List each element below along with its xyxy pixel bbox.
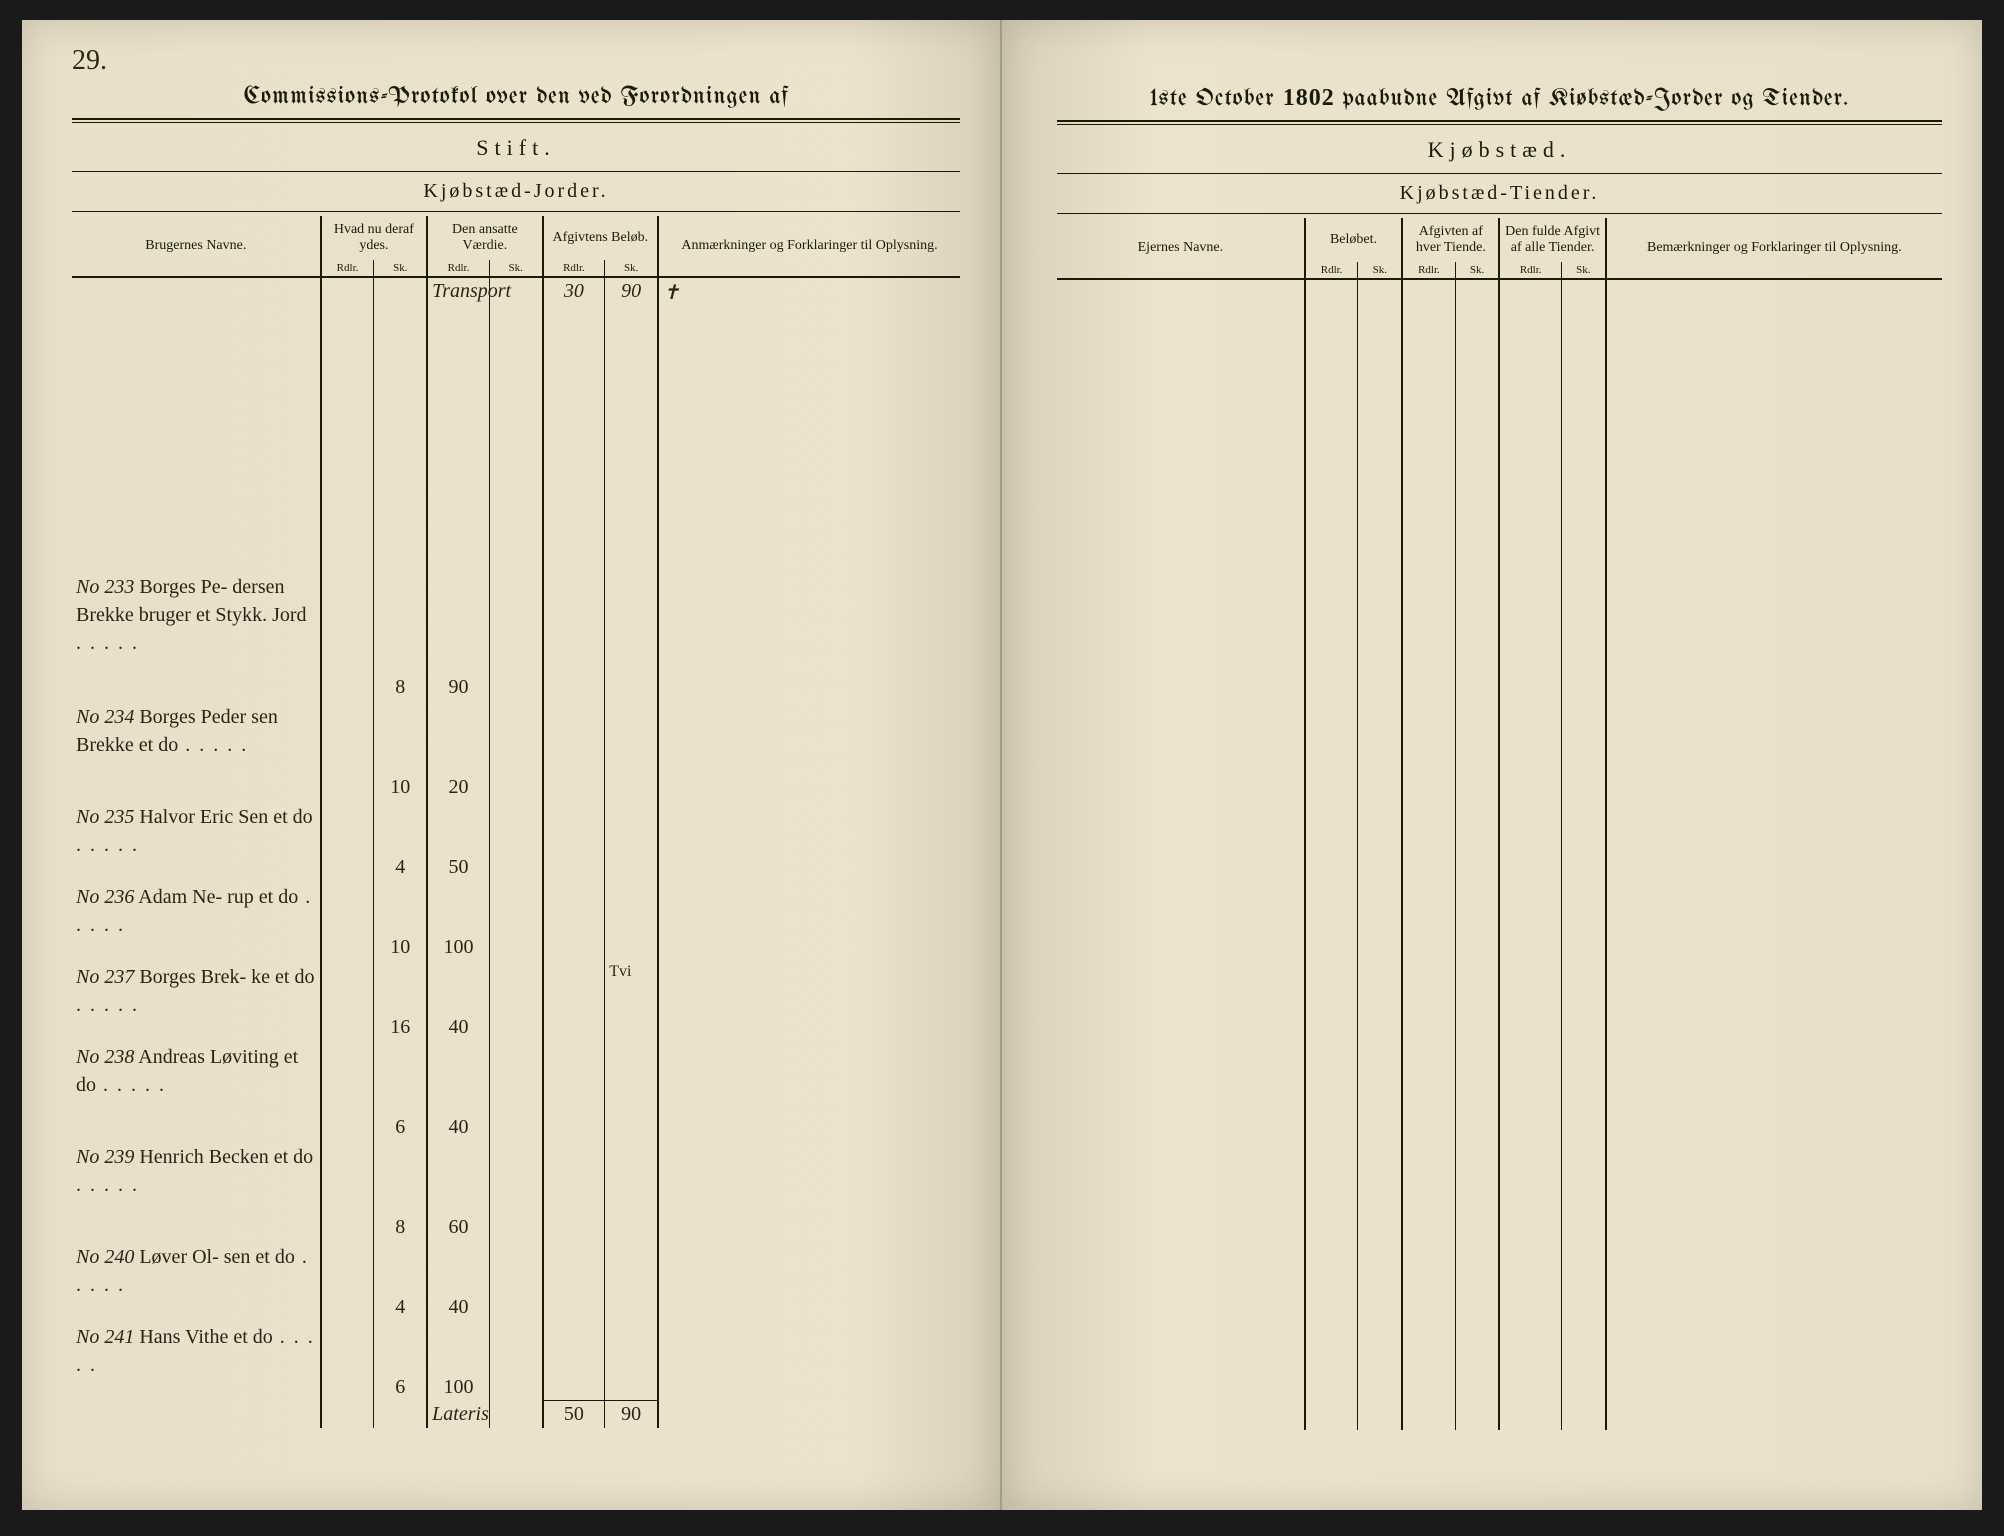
sub-rdlr: Rdlr. xyxy=(1305,262,1358,278)
entry-num: No 233 xyxy=(76,576,134,598)
entry-num: No 240 xyxy=(76,1246,134,1268)
vaerdie-value: 100 xyxy=(427,881,489,961)
ydes-value: 6 xyxy=(374,1321,427,1401)
col-brugernes-navne: Brugernes Navne. xyxy=(72,216,321,276)
sub-sk: Sk. xyxy=(489,260,542,276)
rule xyxy=(1057,173,1942,174)
vaerdie-value: 40 xyxy=(427,1241,489,1321)
right-subsection-title: Kjøbstæd-Tiender. xyxy=(1057,178,1942,209)
table-row: No 233 Borges Pe- dersen Brekke bruger e… xyxy=(72,571,960,701)
sub-sk: Sk. xyxy=(374,260,427,276)
left-page: 29. Commissions-Protokol over den ved Fo… xyxy=(22,20,1002,1510)
vaerdie-value: 90 xyxy=(427,571,489,701)
entry-num: No 241 xyxy=(76,1326,134,1348)
ydes-value: 4 xyxy=(374,801,427,881)
ydes-value: 8 xyxy=(374,571,427,701)
col-ejernes-navne: Ejernes Navne. xyxy=(1057,218,1305,278)
left-subsection-title: Kjøbstæd-Jorder. xyxy=(72,176,960,207)
rule xyxy=(72,118,960,123)
transport-val1: 30 xyxy=(543,278,605,571)
title-post: paabudne Afgivt af Kiøbstæd-Jorder og Ti… xyxy=(1343,87,1849,112)
ydes-value: 10 xyxy=(374,701,427,801)
stift-label: Stift. xyxy=(72,129,960,167)
ydes-value: 4 xyxy=(374,1241,427,1321)
lateris-label: Lateris xyxy=(427,1401,489,1429)
ydes-value: 10 xyxy=(374,881,427,961)
right-body xyxy=(1057,280,1942,1430)
lateris-val1: 50 xyxy=(543,1401,605,1429)
table-row: No 236 Adam Ne- rup et do 10 100 xyxy=(72,881,960,961)
kjobstad-label: Kjøbstæd. xyxy=(1057,131,1942,169)
rule xyxy=(72,171,960,172)
left-page-title: Commissions-Protokol over den ved Forord… xyxy=(72,85,960,110)
entry-num: No 236 xyxy=(76,886,134,908)
sub-rdlr: Rdlr. xyxy=(427,260,489,276)
ydes-value: 8 xyxy=(374,1141,427,1241)
entry-name: Halvor Eric Sen et do xyxy=(139,806,312,828)
vaerdie-value: 100 xyxy=(427,1321,489,1401)
col-vaerdie: Den ansatte Værdie. xyxy=(427,216,542,260)
col-ydes: Hvad nu deraf ydes. xyxy=(321,216,428,260)
book-spread: 29. Commissions-Protokol over den ved Fo… xyxy=(22,20,1982,1510)
vaerdie-value: 20 xyxy=(427,701,489,801)
sub-rdlr: Rdlr. xyxy=(543,260,605,276)
entry-num: No 237 xyxy=(76,966,134,988)
ydes-value: 6 xyxy=(374,1041,427,1141)
vaerdie-value: 60 xyxy=(427,1141,489,1241)
transport-val2: 90 xyxy=(605,278,658,571)
sub-rdlr: Rdlr. xyxy=(321,260,374,276)
vaerdie-value: 40 xyxy=(427,1041,489,1141)
sub-sk: Sk. xyxy=(1455,262,1499,278)
title-pre: 1ste October xyxy=(1150,87,1275,112)
page-number: 29. xyxy=(72,45,107,77)
entry-name: Borges Brek- ke et do xyxy=(139,966,314,988)
transport-label: Transport xyxy=(427,278,489,571)
right-header-table: Ejernes Navne. Beløbet. Afgivten af hver… xyxy=(1057,218,1942,278)
col-afgivten: Afgivten af hver Tiende. xyxy=(1402,218,1499,262)
lateris-row: Lateris 50 90 xyxy=(72,1401,960,1429)
table-row: No 240 Løver Ol- sen et do 4 40 xyxy=(72,1241,960,1321)
col-bemaerkninger: Bemærkninger og Forklaringer til Oplysni… xyxy=(1606,218,1942,278)
entry-name: Løver Ol- sen et do xyxy=(139,1246,295,1268)
entry-num: No 238 xyxy=(76,1046,134,1068)
sub-rdlr: Rdlr. xyxy=(1499,262,1561,278)
right-page-title: 1ste October 1802 paabudne Afgivt af Kiø… xyxy=(1057,85,1942,112)
sub-rdlr: Rdlr. xyxy=(1402,262,1455,278)
rule xyxy=(1057,120,1942,125)
table-row: No 239 Henrich Becken et do 8 60 xyxy=(72,1141,960,1241)
rule xyxy=(72,211,960,212)
table-row: No 234 Borges Peder sen Brekke et do 10 … xyxy=(72,701,960,801)
rule xyxy=(1057,213,1942,214)
table-row: No 241 Hans Vithe et do 6 100 xyxy=(72,1321,960,1401)
transport-row: Transport 30 90 ✝ xyxy=(72,278,960,571)
table-row: No 237 Borges Brek- ke et do 16 40 Tvi xyxy=(72,961,960,1041)
lateris-val2: 90 xyxy=(605,1401,658,1429)
col-belob: Afgivtens Beløb. xyxy=(543,216,658,260)
entry-num: No 239 xyxy=(76,1146,134,1168)
left-body: Transport 30 90 ✝ No 233 Borges Pe- ders… xyxy=(72,278,960,1428)
sub-sk: Sk. xyxy=(605,260,658,276)
left-header-table: Brugernes Navne. Hvad nu deraf ydes. Den… xyxy=(72,216,960,276)
vaerdie-value: 40 xyxy=(427,961,489,1041)
table-row: No 238 Andreas Løviting et do 6 40 xyxy=(72,1041,960,1141)
vaerdie-value: 50 xyxy=(427,801,489,881)
col-fulde-afgivt: Den fulde Afgivt af alle Tiender. xyxy=(1499,218,1605,262)
col-anmaerkninger: Anmærkninger og Forklaringer til Oplysni… xyxy=(658,216,960,276)
entry-name: Hans Vithe et do xyxy=(139,1326,272,1348)
title-year: 1802 xyxy=(1283,85,1335,111)
entry-name: Henrich Becken et do xyxy=(139,1146,313,1168)
empty-body-row xyxy=(1057,280,1942,1430)
entry-num: No 235 xyxy=(76,806,134,828)
table-row: No 235 Halvor Eric Sen et do 4 50 xyxy=(72,801,960,881)
right-page: 1ste October 1802 paabudne Afgivt af Kiø… xyxy=(1002,20,1982,1510)
col-belobet: Beløbet. xyxy=(1305,218,1402,262)
ydes-value: 16 xyxy=(374,961,427,1041)
sub-sk: Sk. xyxy=(1358,262,1402,278)
entry-num: No 234 xyxy=(76,706,134,728)
entry-name: Adam Ne- rup et do xyxy=(138,886,298,908)
sub-sk: Sk. xyxy=(1561,262,1605,278)
